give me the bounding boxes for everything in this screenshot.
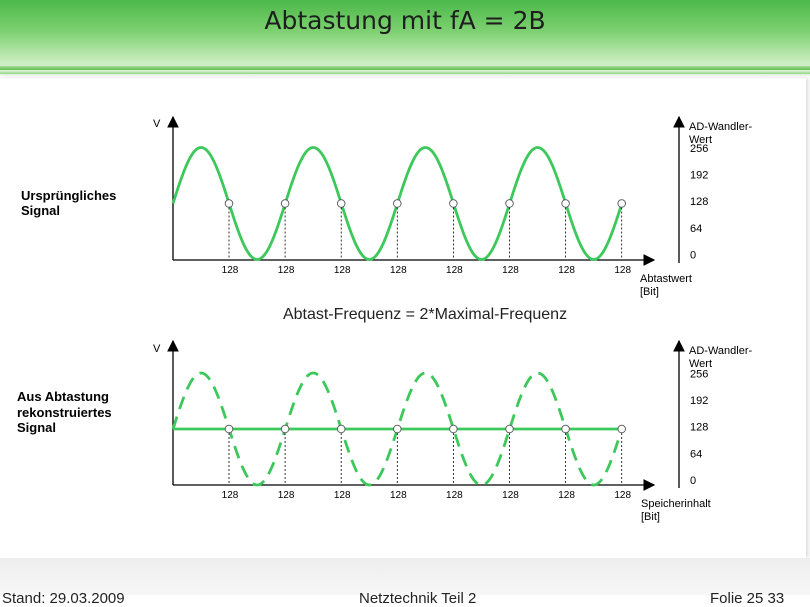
slide-title: Abtastung mit fA = 2B xyxy=(264,6,546,35)
sample-point xyxy=(280,199,290,208)
right-axis-tick-label: 64 xyxy=(690,223,702,235)
top-panel: Ursprüngliches Signal V 128 128 128 128 128 1… xyxy=(21,115,752,298)
sample-point xyxy=(505,199,514,208)
sample-point xyxy=(617,424,626,434)
footer-slide-number: Folie 25 33 xyxy=(710,590,785,607)
sample-point xyxy=(393,424,402,434)
sample-point xyxy=(449,199,458,208)
right-axis-tick-label: 256 xyxy=(690,369,708,381)
right-axis-tick-label: 192 xyxy=(690,170,708,182)
footer-date: Stand: 29.03.2009 xyxy=(2,590,125,607)
sample-point xyxy=(561,199,570,208)
top-y-axis-label: V xyxy=(153,118,161,130)
sample-value-label: 128 xyxy=(614,490,631,501)
sample-point xyxy=(336,424,346,434)
sample-value-label: 128 xyxy=(278,490,295,501)
right-axis-tick-label: 256 xyxy=(690,143,708,155)
top-x-axis-label-1: Abtastwert xyxy=(640,273,692,285)
sample-value-label: 128 xyxy=(558,490,575,501)
bottom-right-axis-title-1: AD-Wandler- xyxy=(689,345,752,357)
sample-value-label: 128 xyxy=(334,265,351,276)
right-axis-tick-label: 0 xyxy=(690,475,696,487)
sample-value-label: 128 xyxy=(614,265,631,276)
sample-point xyxy=(224,424,234,434)
bottom-x-axis-label-2: [Bit] xyxy=(641,511,660,523)
sample-value-label: 128 xyxy=(334,490,351,501)
sample-point xyxy=(505,424,514,434)
bottom-side-label-3: Signal xyxy=(17,420,56,435)
sample-value-label: 128 xyxy=(502,265,519,276)
footer-course: Netztechnik Teil 2 xyxy=(359,590,477,607)
bottom-right-axis-title-2: Wert xyxy=(689,358,712,370)
header-divider-lower xyxy=(0,71,810,74)
sample-point xyxy=(224,199,234,208)
header-divider xyxy=(0,66,810,70)
right-axis-tick-label: 128 xyxy=(690,196,708,208)
bottom-x-axis-label-1: Speicherinhalt xyxy=(641,498,711,510)
top-right-axis-ticks: 256 192 128 64 0 xyxy=(690,143,708,261)
top-side-label-1: Ursprüngliches xyxy=(21,188,116,203)
sample-point xyxy=(336,199,346,208)
top-right-axis-title-1: AD-Wandler- xyxy=(689,121,752,133)
sample-value-label: 128 xyxy=(390,265,407,276)
sample-point xyxy=(280,424,290,434)
sample-value-label: 128 xyxy=(446,265,463,276)
sample-value-label: 128 xyxy=(222,265,239,276)
sample-value-label: 128 xyxy=(502,490,519,501)
right-axis-tick-label: 192 xyxy=(690,395,708,407)
top-sample-points: 128 128 128 128 128 128 128 128 xyxy=(222,199,631,276)
bottom-y-axis-label: V xyxy=(153,343,161,355)
top-right-axis-title-2: Wert xyxy=(689,134,712,146)
footer-bar xyxy=(0,558,810,595)
sample-value-label: 128 xyxy=(278,265,295,276)
bottom-panel: Aus Abtastung rekonstruiertes Signal V 1… xyxy=(17,339,752,523)
sample-value-label: 128 xyxy=(222,490,239,501)
bottom-side-label-2: rekonstruiertes xyxy=(17,405,112,420)
sample-value-label: 128 xyxy=(446,490,463,501)
sample-point xyxy=(449,424,458,434)
header-bar xyxy=(0,0,810,76)
top-side-label-2: Signal xyxy=(21,203,60,218)
sampling-frequency-caption: Abtast-Frequenz = 2*Maximal-Frequenz xyxy=(283,306,567,323)
bottom-sample-points: 128 128 128 128 128 128 128 128 xyxy=(222,424,631,501)
sample-point xyxy=(561,424,570,434)
sample-point xyxy=(617,199,626,208)
top-x-axis-label-2: [Bit] xyxy=(640,286,659,298)
bottom-right-axis-ticks: 256 192 128 64 0 xyxy=(690,369,708,487)
bottom-side-label-1: Aus Abtastung xyxy=(17,389,109,404)
right-axis-tick-label: 128 xyxy=(690,422,708,434)
sample-value-label: 128 xyxy=(558,265,575,276)
right-axis-tick-label: 64 xyxy=(690,448,702,460)
sample-value-label: 128 xyxy=(390,490,407,501)
right-axis-tick-label: 0 xyxy=(690,249,696,261)
sample-point xyxy=(393,199,402,208)
slide-canvas xyxy=(0,78,806,558)
